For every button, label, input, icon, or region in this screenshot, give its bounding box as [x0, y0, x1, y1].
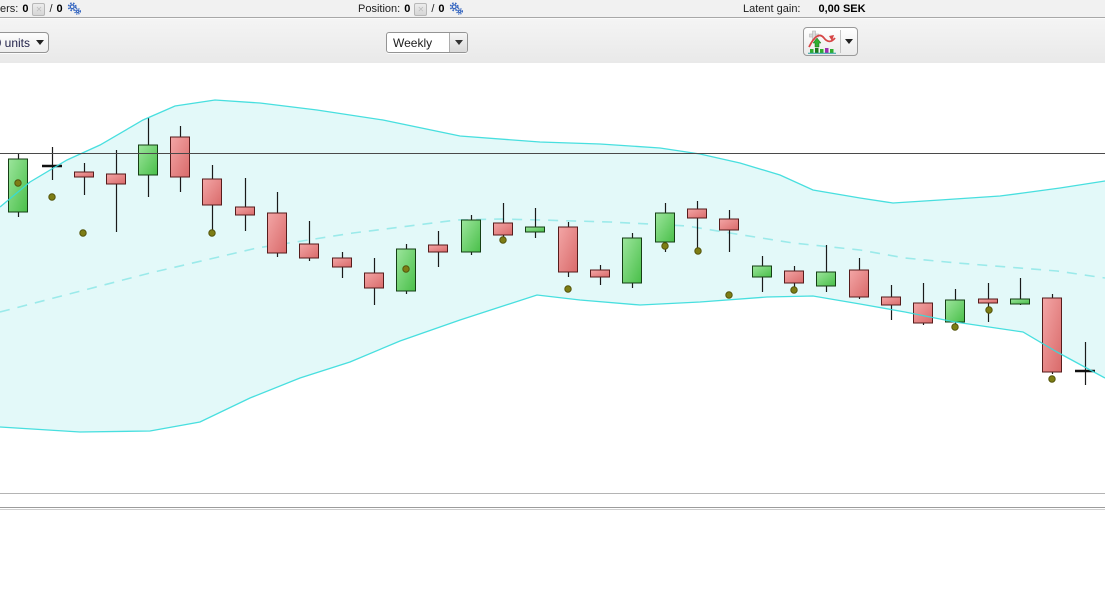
- sar-dot: [14, 179, 22, 187]
- sar-dot: [402, 265, 410, 273]
- sar-dot: [1048, 375, 1056, 383]
- bullish-candle: [1010, 298, 1030, 305]
- chart-indicators-icon[interactable]: [804, 28, 840, 55]
- sar-dot: [48, 193, 56, 201]
- bearish-candle: [978, 298, 998, 304]
- units-dropdown-value: 0 units: [0, 35, 30, 50]
- orders-label: ers:: [0, 3, 19, 15]
- chevron-down-icon: [36, 40, 44, 45]
- sar-dot: [499, 236, 507, 244]
- bearish-candle: [428, 244, 448, 253]
- orders-status-group: ers: 0 ✕ / 0: [0, 2, 82, 16]
- bearish-candle: [170, 136, 190, 178]
- chart-type-split-button[interactable]: [803, 27, 858, 56]
- period-dropdown-value: Weekly: [393, 35, 433, 50]
- bearish-candle: [74, 171, 94, 178]
- latent-gain-group: Latent gain: 0,00 SEK: [743, 2, 866, 16]
- sar-dot: [790, 286, 798, 294]
- chevron-down-icon: [454, 40, 463, 45]
- bearish-candle: [1042, 297, 1062, 373]
- units-dropdown[interactable]: 0 units: [0, 32, 49, 53]
- bullish-candle: [461, 219, 481, 253]
- units-dropdown-arrow[interactable]: [32, 40, 48, 45]
- bearish-candle: [332, 257, 352, 268]
- bollinger-lower-line: [0, 294, 1105, 433]
- bollinger-band-fill: [0, 100, 1105, 432]
- orders-settings-gears-icon[interactable]: [67, 2, 82, 16]
- position-disabled-icon[interactable]: ✕: [414, 2, 428, 16]
- bearish-candle: [299, 243, 319, 259]
- position-status-group: Position: 0 ✕ / 0: [358, 2, 464, 16]
- bearish-candle: [687, 208, 707, 219]
- sar-dot: [79, 229, 87, 237]
- position-settings-gears-icon[interactable]: [449, 2, 464, 16]
- sar-dot: [208, 229, 216, 237]
- orders-count-2: 0: [56, 3, 63, 15]
- button-divider: [840, 30, 841, 53]
- bullish-candle: [525, 226, 545, 233]
- latent-gain-value: 0,00 SEK: [818, 3, 866, 15]
- bearish-candle: [235, 206, 255, 216]
- sar-dot: [985, 306, 993, 314]
- status-bar: ers: 0 ✕ / 0 Position: 0 ✕ / 0: [0, 0, 1105, 18]
- sar-dot: [694, 247, 702, 255]
- bullish-candle: [655, 212, 675, 243]
- chart-toolbar: 0 units Weekly: [0, 18, 1105, 63]
- bullish-candle: [945, 299, 965, 323]
- sar-dot: [951, 323, 959, 331]
- bullish-candle: [622, 237, 642, 284]
- period-dropdown[interactable]: Weekly: [386, 32, 468, 53]
- position-count-2: 0: [438, 3, 445, 15]
- bearish-candle: [364, 272, 384, 289]
- period-dropdown-button[interactable]: [449, 33, 467, 52]
- bollinger-middle-line: [0, 218, 1105, 313]
- bearish-candle: [106, 173, 126, 185]
- bearish-candle: [590, 269, 610, 278]
- bearish-candle: [719, 218, 739, 231]
- bearish-candle: [493, 222, 513, 236]
- bollinger-upper-line: [0, 99, 1105, 208]
- orders-separator: /: [49, 3, 53, 15]
- latent-gain-label: Latent gain:: [743, 3, 801, 15]
- chart-type-dropdown-arrow[interactable]: [841, 28, 857, 55]
- position-count: 0: [404, 3, 411, 15]
- bearish-candle: [849, 269, 869, 298]
- bullish-candle: [752, 265, 772, 278]
- bearish-candle: [558, 226, 578, 273]
- chevron-down-icon: [845, 39, 853, 44]
- orders-disabled-icon[interactable]: ✕: [32, 2, 46, 16]
- orders-count: 0: [22, 3, 29, 15]
- bullish-candle: [138, 144, 158, 176]
- sar-dot: [564, 285, 572, 293]
- sar-dot: [725, 291, 733, 299]
- sar-dot: [661, 242, 669, 250]
- bearish-candle: [881, 296, 901, 306]
- bearish-candle: [913, 302, 933, 324]
- bearish-candle: [784, 270, 804, 284]
- position-label: Position:: [358, 3, 401, 15]
- position-separator: /: [431, 3, 435, 15]
- bearish-candle: [202, 178, 222, 206]
- bullish-candle: [816, 271, 836, 287]
- bearish-candle: [267, 212, 287, 254]
